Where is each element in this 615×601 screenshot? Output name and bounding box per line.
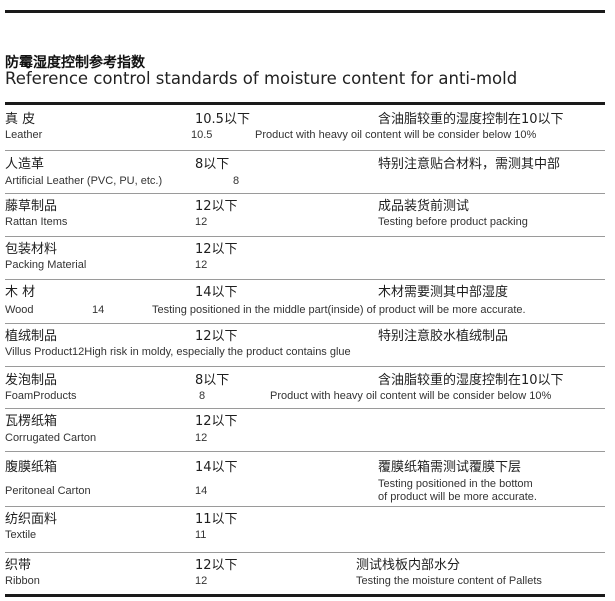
value-en: 11 [195, 529, 207, 541]
note-en: Testing positioned in the bottom [378, 478, 533, 490]
name-en: Packing Material [5, 259, 87, 271]
note-en-line-2: of product will be more accurate. [378, 491, 537, 503]
value-cn: 8以下 [195, 373, 230, 388]
name-cn: 植绒制品 [5, 329, 58, 344]
row-divider [5, 236, 605, 237]
note-en: Testing before product packing [378, 216, 528, 228]
value-en: 14 [195, 485, 208, 497]
name-cn: 人造革 [5, 157, 45, 172]
name-en: Rattan Items [5, 216, 68, 228]
name-en: Corrugated Carton [5, 432, 97, 444]
value-cn: 8以下 [195, 157, 230, 172]
name-cn: 真 皮 [5, 112, 36, 127]
value-cn: 12以下 [195, 558, 238, 573]
value-cn: 12以下 [195, 329, 238, 344]
value-cn: 12以下 [195, 199, 238, 214]
header-rule [5, 102, 605, 105]
note-cn: 含油脂较重的湿度控制在10以下 [378, 112, 564, 127]
note-en: Testing the moisture content of Pallets [356, 575, 542, 587]
value-en: 8 [199, 390, 206, 402]
note-cn: 成品装货前测试 [378, 199, 470, 214]
name-cn: 织带 [5, 558, 32, 573]
name-cn: 发泡制品 [5, 373, 58, 388]
value-en: 12 [195, 259, 208, 271]
row-divider [5, 279, 605, 280]
value-en: 12 [195, 575, 208, 587]
bottom-rule [5, 594, 605, 597]
value-cn: 14以下 [195, 460, 238, 475]
name-en: Artificial Leather (PVC, PU, etc.) [5, 175, 163, 187]
name-cn: 藤草制品 [5, 199, 58, 214]
name-cn: 包装材料 [5, 242, 58, 257]
value-en: 14 [92, 304, 105, 316]
value-en: 12 [195, 216, 208, 228]
note-cn: 测试栈板内部水分 [356, 558, 461, 573]
name-en: FoamProducts [5, 390, 77, 402]
row-divider [5, 323, 605, 324]
name-en: Wood [5, 304, 34, 316]
value-cn: 12以下 [195, 414, 238, 429]
name-en: Leather [5, 129, 43, 141]
row-divider [5, 193, 605, 194]
note-en: Testing positioned in the middle part(in… [152, 304, 526, 316]
note-cn: 特别注意胶水植绒制品 [378, 329, 509, 344]
name-en: Villus Product12High risk in moldy, espe… [5, 346, 351, 358]
name-cn: 腹膜纸箱 [5, 460, 58, 475]
value-cn: 11以下 [195, 512, 238, 527]
row-divider [5, 506, 605, 507]
name-cn: 木 材 [5, 285, 36, 300]
name-en: Peritoneal Carton [5, 485, 91, 497]
row-divider [5, 408, 605, 409]
note-en: Product with heavy oil content will be c… [270, 390, 552, 402]
top-rule [5, 10, 605, 13]
name-cn: 瓦楞纸箱 [5, 414, 58, 429]
value-en: 12 [195, 432, 208, 444]
value-cn: 14以下 [195, 285, 238, 300]
title-en: Reference control standards of moisture … [5, 69, 518, 88]
row-divider [5, 552, 605, 553]
note-cn: 含油脂较重的湿度控制在10以下 [378, 373, 564, 388]
value-cn: 10.5以下 [195, 112, 250, 127]
note-en: Product with heavy oil content will be c… [255, 129, 537, 141]
row-divider [5, 366, 605, 367]
name-en: Ribbon [5, 575, 40, 587]
name-en: Textile [5, 529, 37, 541]
note-cn: 覆膜纸箱需测试覆膜下层 [378, 460, 522, 475]
value-cn: 12以下 [195, 242, 238, 257]
title-cn: 防霉湿度控制参考指数 [5, 55, 145, 71]
value-en: 8 [233, 175, 240, 187]
row-divider [5, 150, 605, 151]
note-cn: 木材需要测其中部湿度 [378, 285, 509, 300]
name-cn: 纺织面料 [5, 512, 58, 527]
note-cn: 特别注意贴合材料，需测其中部 [378, 157, 561, 172]
row-divider [5, 451, 605, 452]
value-en: 10.5 [191, 129, 213, 141]
